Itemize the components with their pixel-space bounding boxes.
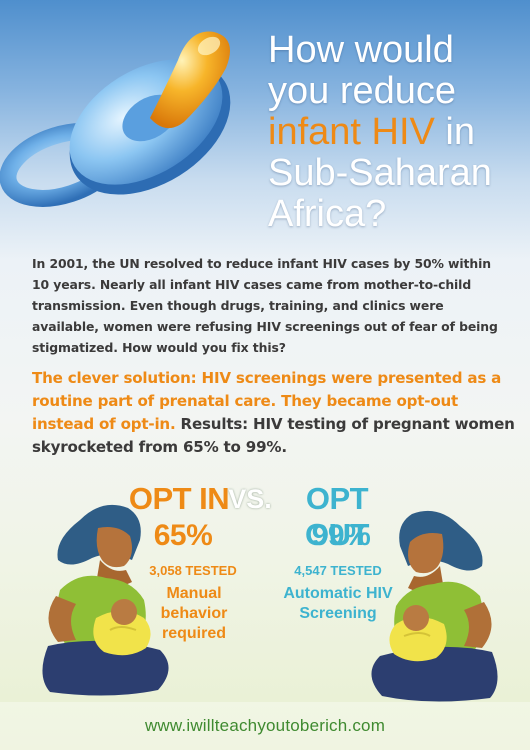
intro-paragraph: In 2001, the UN resolved to reduce infan…: [32, 256, 498, 355]
mother-and-baby-illustration-left: [42, 504, 169, 696]
headline-highlight: infant HIV: [268, 111, 435, 153]
vs-label: VS.: [228, 484, 272, 514]
solution-paragraph: The clever solution: HIV screenings were…: [32, 367, 518, 459]
opt-out-tested-count: 4,547 TESTED: [294, 563, 382, 578]
opt-out-description: Automatic HIV Screening: [283, 585, 393, 622]
headline-line-3-suffix: in: [434, 111, 476, 153]
mother-and-baby-illustration-right: [371, 510, 498, 702]
headline-line-4: Sub-Saharan: [268, 152, 492, 194]
opt-in-description: Manual behavior required: [160, 585, 228, 642]
headline-line-2: you reduce: [268, 70, 457, 112]
opt-in-percent: 65%: [153, 519, 213, 552]
solution-results: Results: HIV testing of pregnant women s…: [32, 415, 515, 456]
opt-out-title: OPT OUT: [305, 481, 369, 552]
opt-in-title: OPT IN: [128, 481, 230, 516]
footer-url-link[interactable]: www.iwillteachyoutoberich.com: [144, 716, 386, 735]
opt-out-percent: 99%: [311, 519, 371, 552]
headline-line-3: infant HIV in: [268, 112, 526, 153]
pacifier-icon: [0, 31, 231, 207]
headline: How would you reduce infant HIV in Sub-S…: [268, 30, 526, 235]
headline-line-1: How would: [268, 29, 454, 71]
solution-highlight: The clever solution: HIV screenings were…: [32, 369, 502, 433]
opt-in-tested-count: 3,058 TESTED: [149, 563, 237, 578]
headline-line-5: Africa?: [268, 193, 387, 235]
footer-band: [0, 702, 530, 750]
